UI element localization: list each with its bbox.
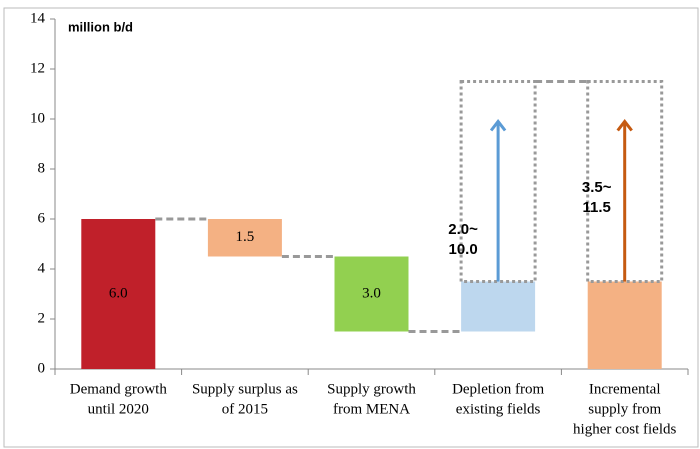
range-arrowhead: [616, 119, 633, 132]
x-tick-label: Depletion from: [452, 381, 544, 397]
range-box: [459, 80, 537, 283]
x-tick-label: supply from: [588, 401, 661, 417]
range-label: 10.0: [448, 241, 477, 258]
y-tick-label: 2: [38, 310, 46, 326]
x-tick-label: Incremental: [589, 381, 661, 397]
x-tick-label: Supply growth: [327, 381, 416, 397]
y-tick-label: 0: [38, 360, 46, 376]
range-box: [586, 80, 664, 283]
bar: [207, 219, 282, 257]
range-arrowhead: [489, 119, 507, 132]
y-tick-label: 4: [38, 260, 46, 276]
value-label: 3.0: [362, 285, 381, 301]
unit-label: million b/d: [68, 19, 133, 34]
x-tick-label: existing fields: [456, 401, 541, 417]
x-tick-label: higher cost fields: [573, 421, 676, 437]
value-label: 6.0: [109, 285, 128, 301]
y-tick-label: 12: [30, 60, 45, 76]
x-tick-label: of 2015: [222, 401, 268, 417]
range-label: 11.5: [583, 199, 611, 216]
y-tick-label: 8: [38, 160, 46, 176]
x-tick-label: Demand growth: [70, 381, 168, 397]
y-tick-label: 14: [30, 10, 46, 26]
x-tick-label: until 2020: [88, 401, 149, 417]
x-tick-label: from MENA: [333, 401, 410, 417]
y-tick-label: 6: [38, 210, 46, 226]
range-label: 2.0~: [448, 221, 478, 238]
y-tick-label: 10: [30, 110, 45, 126]
value-label: 1.5: [236, 229, 255, 245]
x-tick-label: Supply surplus as: [192, 381, 298, 397]
bar: [461, 281, 536, 332]
bar: [587, 281, 662, 369]
bar: [81, 219, 156, 369]
bar: [334, 256, 409, 332]
frame: [3, 7, 699, 448]
range-label: 3.5~: [582, 179, 612, 196]
